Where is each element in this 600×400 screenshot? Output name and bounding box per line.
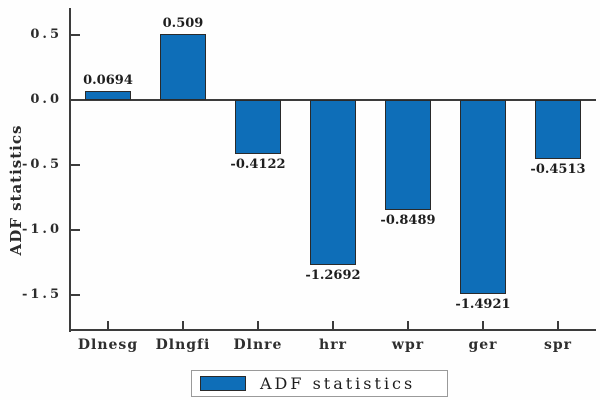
bar-Dlnre: [235, 100, 281, 154]
bar-Dlngfi: [160, 33, 206, 100]
legend-label: ADF statistics: [260, 374, 416, 393]
x-tick: [257, 321, 259, 330]
x-category-label: wpr: [391, 337, 425, 353]
x-tick: [557, 321, 559, 330]
y-tick: [71, 164, 80, 166]
x-tick: [332, 321, 334, 330]
x-category-label: ger: [468, 337, 498, 353]
bar-value-label: 0.0694: [83, 72, 133, 88]
x-category-label: Dlnre: [233, 337, 283, 353]
bar-value-label: -1.4921: [455, 296, 511, 312]
x-tick: [407, 321, 409, 330]
x-tick: [482, 321, 484, 330]
y-tick: [71, 34, 80, 36]
x-tick: [107, 321, 109, 330]
x-category-label: hrr: [319, 337, 347, 353]
x-axis-line: [69, 329, 596, 331]
y-tick: [71, 99, 80, 101]
bar-ger: [460, 100, 506, 294]
y-tick: [71, 294, 80, 296]
bar-value-label: -1.2692: [305, 267, 361, 283]
legend-color-swatch: [200, 376, 246, 391]
y-tick-label: 0.0: [30, 92, 62, 107]
bar-value-label: 0.509: [162, 15, 204, 31]
y-tick-label: -0.5: [21, 157, 62, 172]
y-tick-label: -1.0: [21, 222, 62, 237]
y-tick: [71, 229, 80, 231]
y-tick-label: 0.5: [30, 27, 62, 42]
x-category-label: Dlngfi: [155, 337, 211, 353]
bar-value-label: -0.4513: [530, 161, 586, 177]
bar-value-label: -0.4122: [230, 156, 286, 172]
legend: ADF statistics: [191, 370, 448, 397]
y-axis-line: [69, 8, 71, 332]
bar-wpr: [385, 100, 431, 211]
x-category-label: Dlnesg: [77, 337, 139, 353]
bar-spr: [535, 100, 581, 159]
bar-Dlnesg: [85, 90, 131, 100]
y-tick-label: -1.5: [21, 287, 62, 302]
x-category-label: spr: [543, 337, 573, 353]
x-tick: [182, 321, 184, 330]
bar-value-label: -0.8489: [380, 213, 436, 229]
bar-hrr: [310, 100, 356, 265]
